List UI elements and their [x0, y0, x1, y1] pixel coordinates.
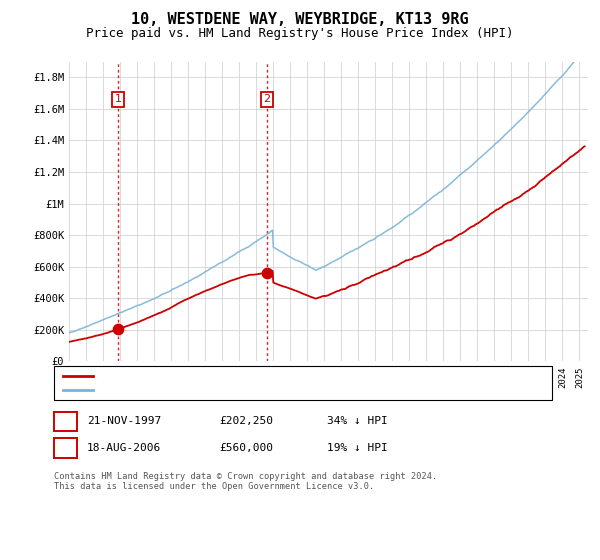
Text: 18-AUG-2006: 18-AUG-2006: [87, 443, 161, 453]
Text: 19% ↓ HPI: 19% ↓ HPI: [327, 443, 388, 453]
Point: [262, 268, 272, 277]
Text: 2: 2: [62, 441, 69, 455]
Text: 10, WESTDENE WAY, WEYBRIDGE, KT13 9RG: 10, WESTDENE WAY, WEYBRIDGE, KT13 9RG: [131, 12, 469, 27]
Text: £202,250: £202,250: [219, 416, 273, 426]
Point: [113, 325, 123, 334]
Text: HPI: Average price, detached house, Elmbridge: HPI: Average price, detached house, Elmb…: [99, 385, 369, 395]
Text: 34% ↓ HPI: 34% ↓ HPI: [327, 416, 388, 426]
Text: 10, WESTDENE WAY, WEYBRIDGE, KT13 9RG (detached house): 10, WESTDENE WAY, WEYBRIDGE, KT13 9RG (d…: [99, 371, 423, 381]
Text: 1: 1: [62, 414, 69, 428]
Text: 1: 1: [115, 95, 122, 105]
Text: Price paid vs. HM Land Registry's House Price Index (HPI): Price paid vs. HM Land Registry's House …: [86, 27, 514, 40]
Text: £560,000: £560,000: [219, 443, 273, 453]
Text: Contains HM Land Registry data © Crown copyright and database right 2024.
This d: Contains HM Land Registry data © Crown c…: [54, 472, 437, 491]
Text: 2: 2: [263, 95, 271, 105]
Text: 21-NOV-1997: 21-NOV-1997: [87, 416, 161, 426]
